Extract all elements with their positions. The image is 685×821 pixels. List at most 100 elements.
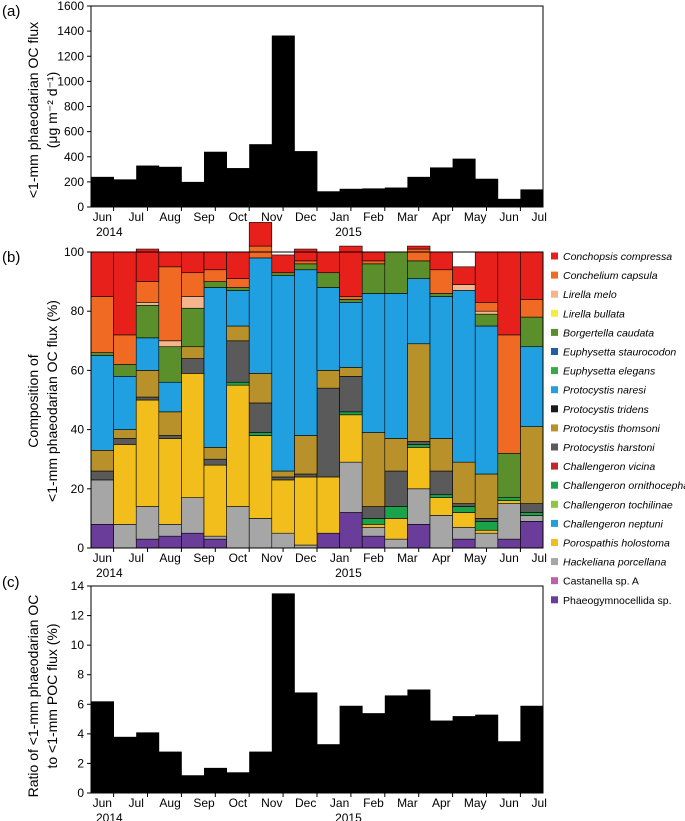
panel-b-ylabel-line1: Composition of xyxy=(25,354,41,447)
stack-segment xyxy=(361,251,386,262)
x-tick-label: Apr xyxy=(432,551,451,565)
stack-segment xyxy=(452,266,476,285)
panel-a-ylabel-line2: (μg m⁻² d⁻¹) xyxy=(44,72,60,149)
x-tick-label: Mar xyxy=(397,551,418,565)
data-bar xyxy=(317,191,340,207)
data-bar xyxy=(181,775,205,793)
y-tick-label: 60 xyxy=(71,363,85,377)
stack-segment xyxy=(271,476,295,481)
stack-segment xyxy=(520,426,544,504)
x-tick-label: Jun xyxy=(93,210,112,224)
y-tick-label: 10 xyxy=(71,638,85,652)
stack-segment xyxy=(158,435,182,439)
stack-segment xyxy=(203,447,227,460)
stack-segment xyxy=(158,524,182,537)
stack-segment xyxy=(203,458,227,466)
stack-segment xyxy=(271,272,295,276)
stack-segment xyxy=(158,411,182,436)
stack-segment xyxy=(113,429,137,439)
x-tick-label: Mar xyxy=(397,796,418,810)
x-tick-label: Nov xyxy=(261,796,282,810)
stack-segment xyxy=(474,473,499,519)
stack-segment xyxy=(135,304,160,339)
stack-segment xyxy=(497,334,521,454)
year-label: 2014 xyxy=(96,811,123,821)
stack-segment xyxy=(90,470,114,481)
stack-segment xyxy=(203,251,227,271)
legend-label: Protocystis naresi xyxy=(563,385,647,397)
data-bar xyxy=(317,744,340,793)
stack-segment xyxy=(339,512,363,549)
stack-segment xyxy=(520,299,544,318)
panel-b-label: (b) xyxy=(2,249,20,266)
stack-segment xyxy=(271,254,295,274)
legend-label: Castanella sp. A xyxy=(563,576,639,588)
stack-segment xyxy=(271,470,295,478)
panel-c-y-axis-label: Ratio of <1-mm phaeodarian OC to <1-mm P… xyxy=(25,595,60,798)
data-bar xyxy=(91,176,114,207)
data-bar xyxy=(204,767,227,793)
y-tick-label: 1400 xyxy=(57,24,84,38)
legend-swatch xyxy=(551,539,558,546)
stack-segment xyxy=(429,497,453,516)
data-bar xyxy=(339,188,363,207)
stack-segment xyxy=(339,461,363,513)
stack-segment xyxy=(294,260,318,265)
stack-segment xyxy=(90,352,114,356)
x-tick-label: Jul xyxy=(129,796,144,810)
year-label: 2014 xyxy=(96,566,123,580)
stack-segment xyxy=(339,411,363,416)
data-bar xyxy=(249,144,273,207)
stack-segment xyxy=(361,524,386,528)
stack-segment xyxy=(113,364,137,377)
stack-segment xyxy=(158,438,182,525)
x-tick-label: Jun xyxy=(499,551,518,565)
stack-segment xyxy=(181,532,205,549)
x-tick-label: May xyxy=(464,210,487,224)
stack-segment xyxy=(226,278,250,288)
stack-segment xyxy=(520,346,544,427)
x-tick-label: Nov xyxy=(261,551,282,565)
legend-label: Protocystis tridens xyxy=(563,404,650,416)
stack-segment xyxy=(90,251,114,297)
x-tick-label: Dec xyxy=(295,551,316,565)
legend-label: Hackeliana porcellana xyxy=(563,557,666,569)
stack-segment xyxy=(90,524,114,549)
stack-segment xyxy=(316,272,340,288)
stack-segment xyxy=(361,518,386,525)
y-tick-label: 0 xyxy=(77,200,84,214)
x-tick-label: Jan xyxy=(330,551,349,565)
stack-segment xyxy=(181,358,205,374)
data-bar xyxy=(520,705,544,793)
stack-segment xyxy=(135,337,160,371)
y-tick-label: 20 xyxy=(71,482,85,496)
legend-swatch xyxy=(551,481,558,489)
x-tick-label: Dec xyxy=(295,210,316,224)
stack-segment xyxy=(429,251,453,271)
stack-segment xyxy=(384,251,408,294)
stack-segment xyxy=(248,373,273,404)
stack-segment xyxy=(203,287,227,448)
stack-segment xyxy=(429,293,453,297)
data-bar xyxy=(497,198,521,207)
stack-segment xyxy=(248,257,273,374)
stack-segment xyxy=(497,452,521,498)
stack-segment xyxy=(226,287,250,291)
panel-b-ylabel-line2: <1-mm phaeodarian OC flux (%) xyxy=(44,300,60,502)
stack-segment xyxy=(158,266,182,342)
year-label: 2015 xyxy=(335,811,362,821)
x-tick-label: Oct xyxy=(229,796,248,810)
stack-segment xyxy=(181,497,205,534)
data-bar xyxy=(430,167,453,207)
panel-a-ocflux-chart: (a) <1-mm phaeodarian OC flux (μg m⁻² d⁻… xyxy=(2,0,547,239)
stack-segment xyxy=(271,479,295,534)
panel-c-label: (c) xyxy=(2,574,20,591)
x-tick-label: Jul xyxy=(129,551,144,565)
legend-label: Conchopsis compressa xyxy=(563,251,672,263)
stack-segment xyxy=(407,441,431,445)
panel-c-ratio-chart: (c) Ratio of <1-mm phaeodarian OC to <1-… xyxy=(2,574,547,821)
x-tick-label: Mar xyxy=(397,210,418,224)
stack-segment xyxy=(181,272,205,297)
stack-segment xyxy=(339,414,363,463)
